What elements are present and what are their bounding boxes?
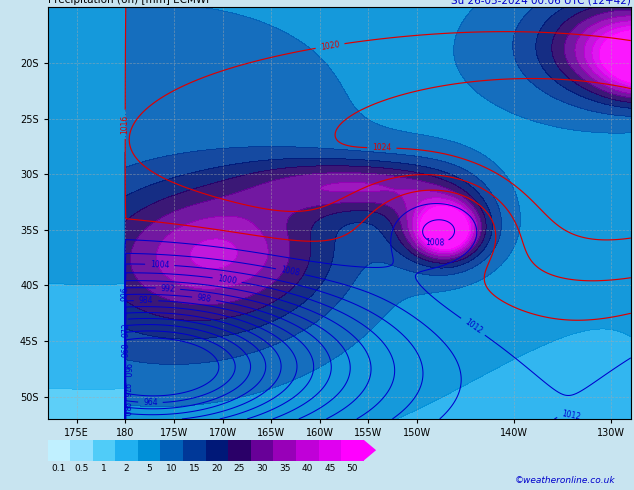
Text: 1012: 1012 — [561, 409, 581, 422]
Text: 1000: 1000 — [217, 274, 238, 286]
Text: 996: 996 — [121, 286, 130, 301]
Text: 0.1: 0.1 — [51, 465, 66, 473]
Text: 1008: 1008 — [280, 265, 301, 278]
Bar — [183, 440, 205, 461]
Bar — [93, 440, 115, 461]
Text: 0.5: 0.5 — [74, 465, 89, 473]
Bar — [228, 440, 251, 461]
Bar — [48, 440, 70, 461]
Text: 50: 50 — [347, 465, 358, 473]
Text: ©weatheronline.co.uk: ©weatheronline.co.uk — [514, 476, 615, 485]
Text: 10: 10 — [166, 465, 178, 473]
Text: Precipitation (6h) [mm] ECMWF: Precipitation (6h) [mm] ECMWF — [48, 0, 212, 5]
Text: 980: 980 — [121, 402, 130, 416]
Text: 960: 960 — [121, 364, 130, 378]
FancyArrow shape — [364, 440, 376, 461]
Text: 25: 25 — [234, 465, 245, 473]
Bar — [205, 440, 228, 461]
Text: 40: 40 — [302, 465, 313, 473]
Text: 35: 35 — [279, 465, 290, 473]
Text: 1: 1 — [101, 465, 107, 473]
Bar — [318, 440, 341, 461]
Bar — [138, 440, 160, 461]
Text: 972: 972 — [121, 322, 131, 337]
Text: 5: 5 — [146, 465, 152, 473]
Text: 968: 968 — [121, 343, 130, 357]
Text: 992: 992 — [160, 284, 176, 294]
Text: 1020: 1020 — [320, 40, 340, 52]
Bar — [296, 440, 318, 461]
Text: 988: 988 — [197, 293, 212, 304]
Text: 15: 15 — [188, 465, 200, 473]
Text: 20: 20 — [211, 465, 223, 473]
Text: 1008: 1008 — [425, 238, 444, 247]
Text: 2: 2 — [124, 465, 129, 473]
Bar — [341, 440, 364, 461]
Text: 1016: 1016 — [120, 115, 130, 134]
Text: 976: 976 — [121, 383, 130, 397]
Text: Su 26-05-2024 00:06 UTC (12+42): Su 26-05-2024 00:06 UTC (12+42) — [451, 0, 631, 5]
Text: 1012: 1012 — [463, 318, 483, 336]
Bar — [115, 440, 138, 461]
Bar — [273, 440, 296, 461]
Bar — [160, 440, 183, 461]
Text: 30: 30 — [256, 465, 268, 473]
Text: 1024: 1024 — [372, 143, 392, 152]
Text: 1004: 1004 — [150, 260, 170, 270]
Text: 984: 984 — [139, 296, 153, 305]
Bar — [251, 440, 273, 461]
Bar — [70, 440, 93, 461]
Text: 964: 964 — [143, 398, 158, 407]
Text: 45: 45 — [324, 465, 335, 473]
